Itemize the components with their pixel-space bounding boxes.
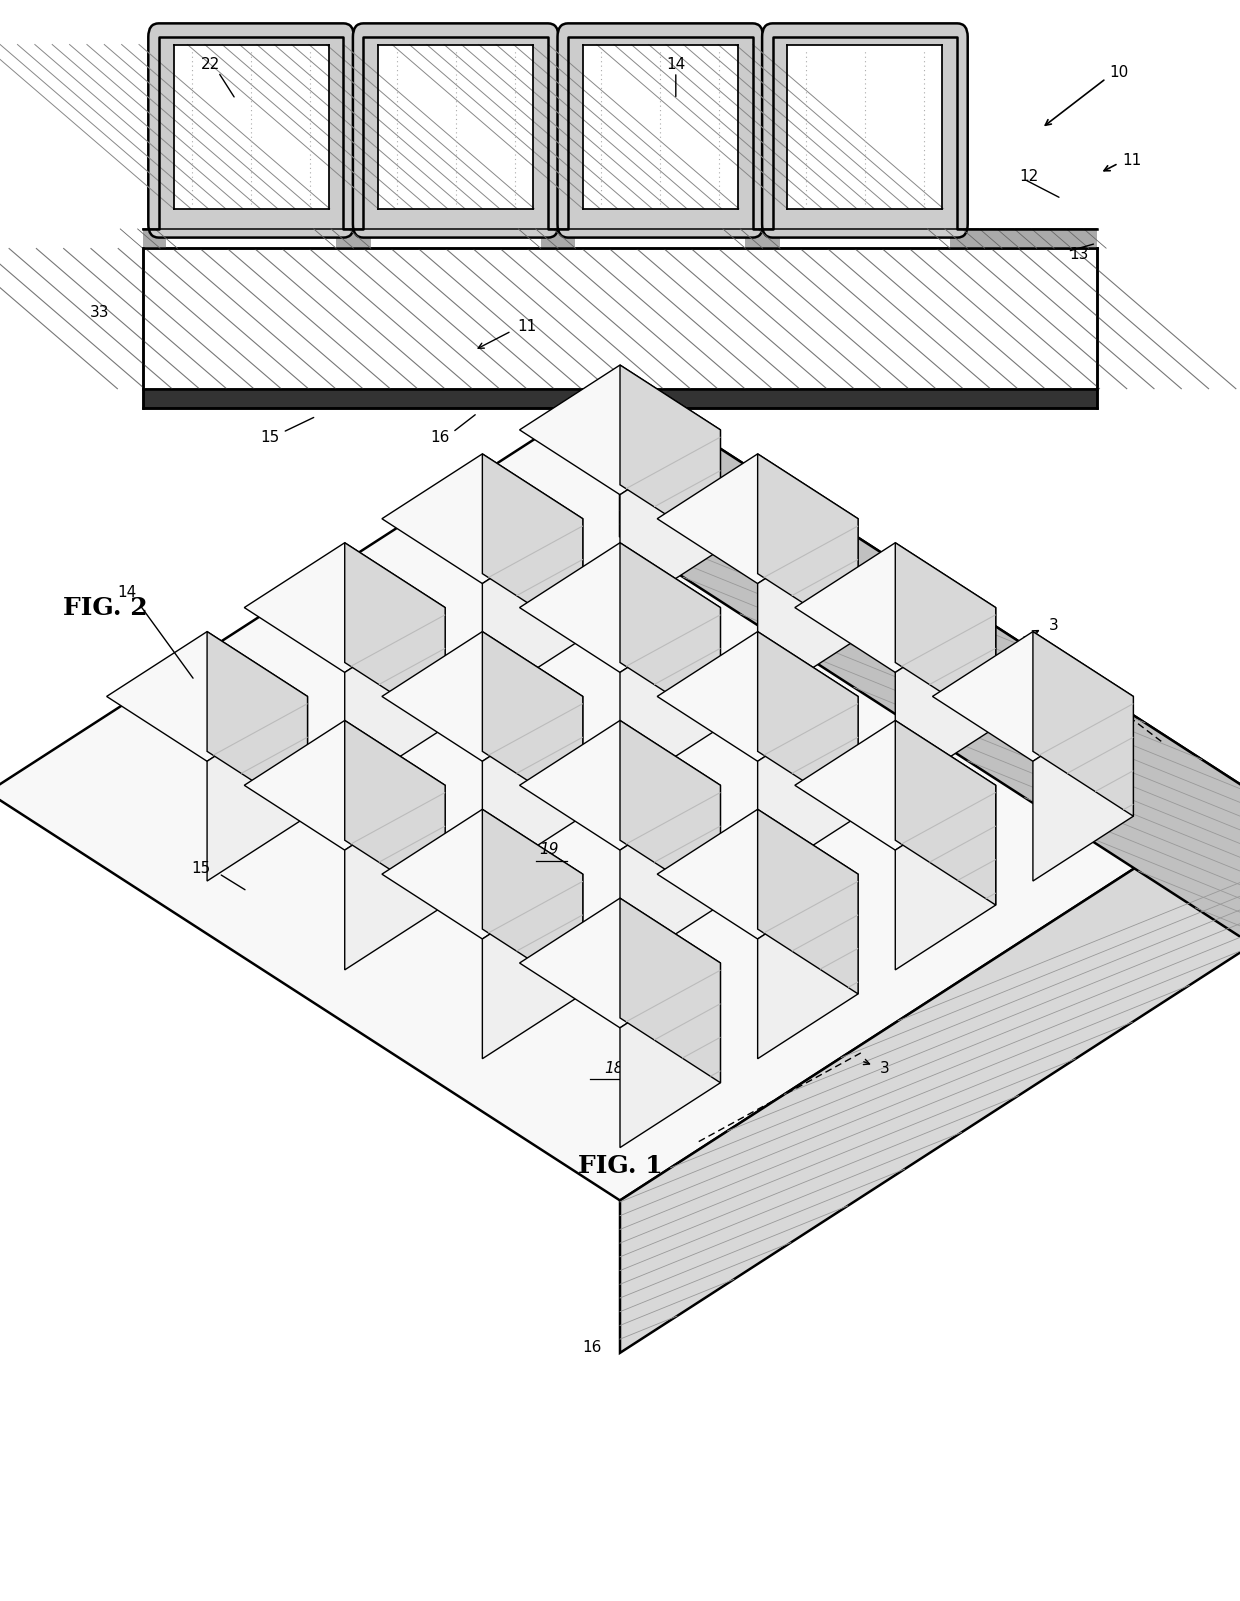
Polygon shape: [207, 631, 308, 817]
Polygon shape: [657, 453, 858, 584]
Bar: [143, 229, 166, 248]
Polygon shape: [657, 631, 858, 762]
Polygon shape: [620, 543, 720, 727]
Polygon shape: [345, 720, 445, 905]
Polygon shape: [758, 874, 858, 1058]
Bar: [336, 229, 371, 248]
Polygon shape: [758, 631, 858, 817]
Polygon shape: [345, 784, 445, 970]
Polygon shape: [382, 809, 583, 938]
Polygon shape: [520, 543, 720, 672]
Text: 22: 22: [201, 56, 221, 72]
Text: 11: 11: [1122, 152, 1142, 168]
Text: 10: 10: [1110, 64, 1130, 80]
Text: 19: 19: [538, 842, 558, 857]
Text: 16: 16: [430, 429, 450, 445]
FancyBboxPatch shape: [558, 24, 763, 237]
Polygon shape: [620, 720, 720, 905]
Polygon shape: [795, 543, 996, 672]
Polygon shape: [482, 809, 583, 994]
Polygon shape: [1033, 696, 1133, 881]
Polygon shape: [620, 792, 1240, 1353]
Text: 13: 13: [1069, 247, 1089, 263]
Text: FIG. 2: FIG. 2: [63, 597, 148, 620]
Polygon shape: [482, 453, 583, 639]
Polygon shape: [520, 898, 720, 1028]
Polygon shape: [0, 384, 1240, 1201]
Polygon shape: [895, 720, 996, 905]
Bar: [541, 229, 575, 248]
Text: 11: 11: [518, 319, 537, 333]
Text: 15: 15: [260, 429, 280, 445]
Polygon shape: [207, 696, 308, 881]
Polygon shape: [482, 874, 583, 1058]
Polygon shape: [620, 898, 720, 1082]
Text: 3: 3: [1049, 618, 1058, 632]
Polygon shape: [620, 365, 720, 549]
Polygon shape: [795, 720, 996, 850]
Polygon shape: [482, 696, 583, 881]
Polygon shape: [482, 631, 583, 817]
Bar: [950, 229, 1097, 248]
Polygon shape: [620, 384, 1240, 945]
Polygon shape: [758, 453, 858, 639]
Bar: [174, 45, 329, 208]
Polygon shape: [345, 543, 445, 727]
FancyBboxPatch shape: [353, 24, 558, 237]
Polygon shape: [520, 365, 720, 495]
Polygon shape: [520, 720, 720, 850]
Text: 12: 12: [1019, 168, 1039, 184]
FancyBboxPatch shape: [763, 24, 967, 237]
Bar: [143, 248, 1097, 389]
Bar: [378, 45, 533, 208]
Polygon shape: [620, 607, 720, 792]
FancyBboxPatch shape: [149, 24, 353, 237]
Text: 18: 18: [605, 1060, 624, 1076]
Polygon shape: [1033, 631, 1133, 817]
Polygon shape: [758, 519, 858, 703]
Polygon shape: [382, 453, 583, 584]
Bar: [787, 45, 942, 208]
Polygon shape: [620, 784, 720, 970]
Bar: [745, 229, 780, 248]
Text: 14: 14: [666, 56, 686, 72]
Polygon shape: [758, 809, 858, 994]
Text: FIG. 1: FIG. 1: [578, 1154, 662, 1177]
Polygon shape: [895, 607, 996, 792]
Polygon shape: [620, 429, 720, 615]
Text: 3: 3: [880, 1061, 889, 1076]
Text: 15: 15: [191, 861, 211, 876]
Polygon shape: [382, 631, 583, 760]
Text: 33: 33: [89, 304, 109, 320]
Polygon shape: [244, 543, 445, 672]
Polygon shape: [244, 720, 445, 850]
Polygon shape: [895, 543, 996, 727]
Polygon shape: [758, 696, 858, 881]
Polygon shape: [107, 631, 308, 762]
Polygon shape: [932, 631, 1133, 762]
Polygon shape: [657, 809, 858, 938]
Polygon shape: [895, 786, 996, 970]
Polygon shape: [345, 607, 445, 792]
Text: 14: 14: [117, 584, 136, 600]
Bar: [583, 45, 738, 208]
Bar: [143, 389, 1097, 408]
Text: 16: 16: [582, 1340, 601, 1354]
Polygon shape: [482, 519, 583, 703]
Polygon shape: [620, 962, 720, 1148]
